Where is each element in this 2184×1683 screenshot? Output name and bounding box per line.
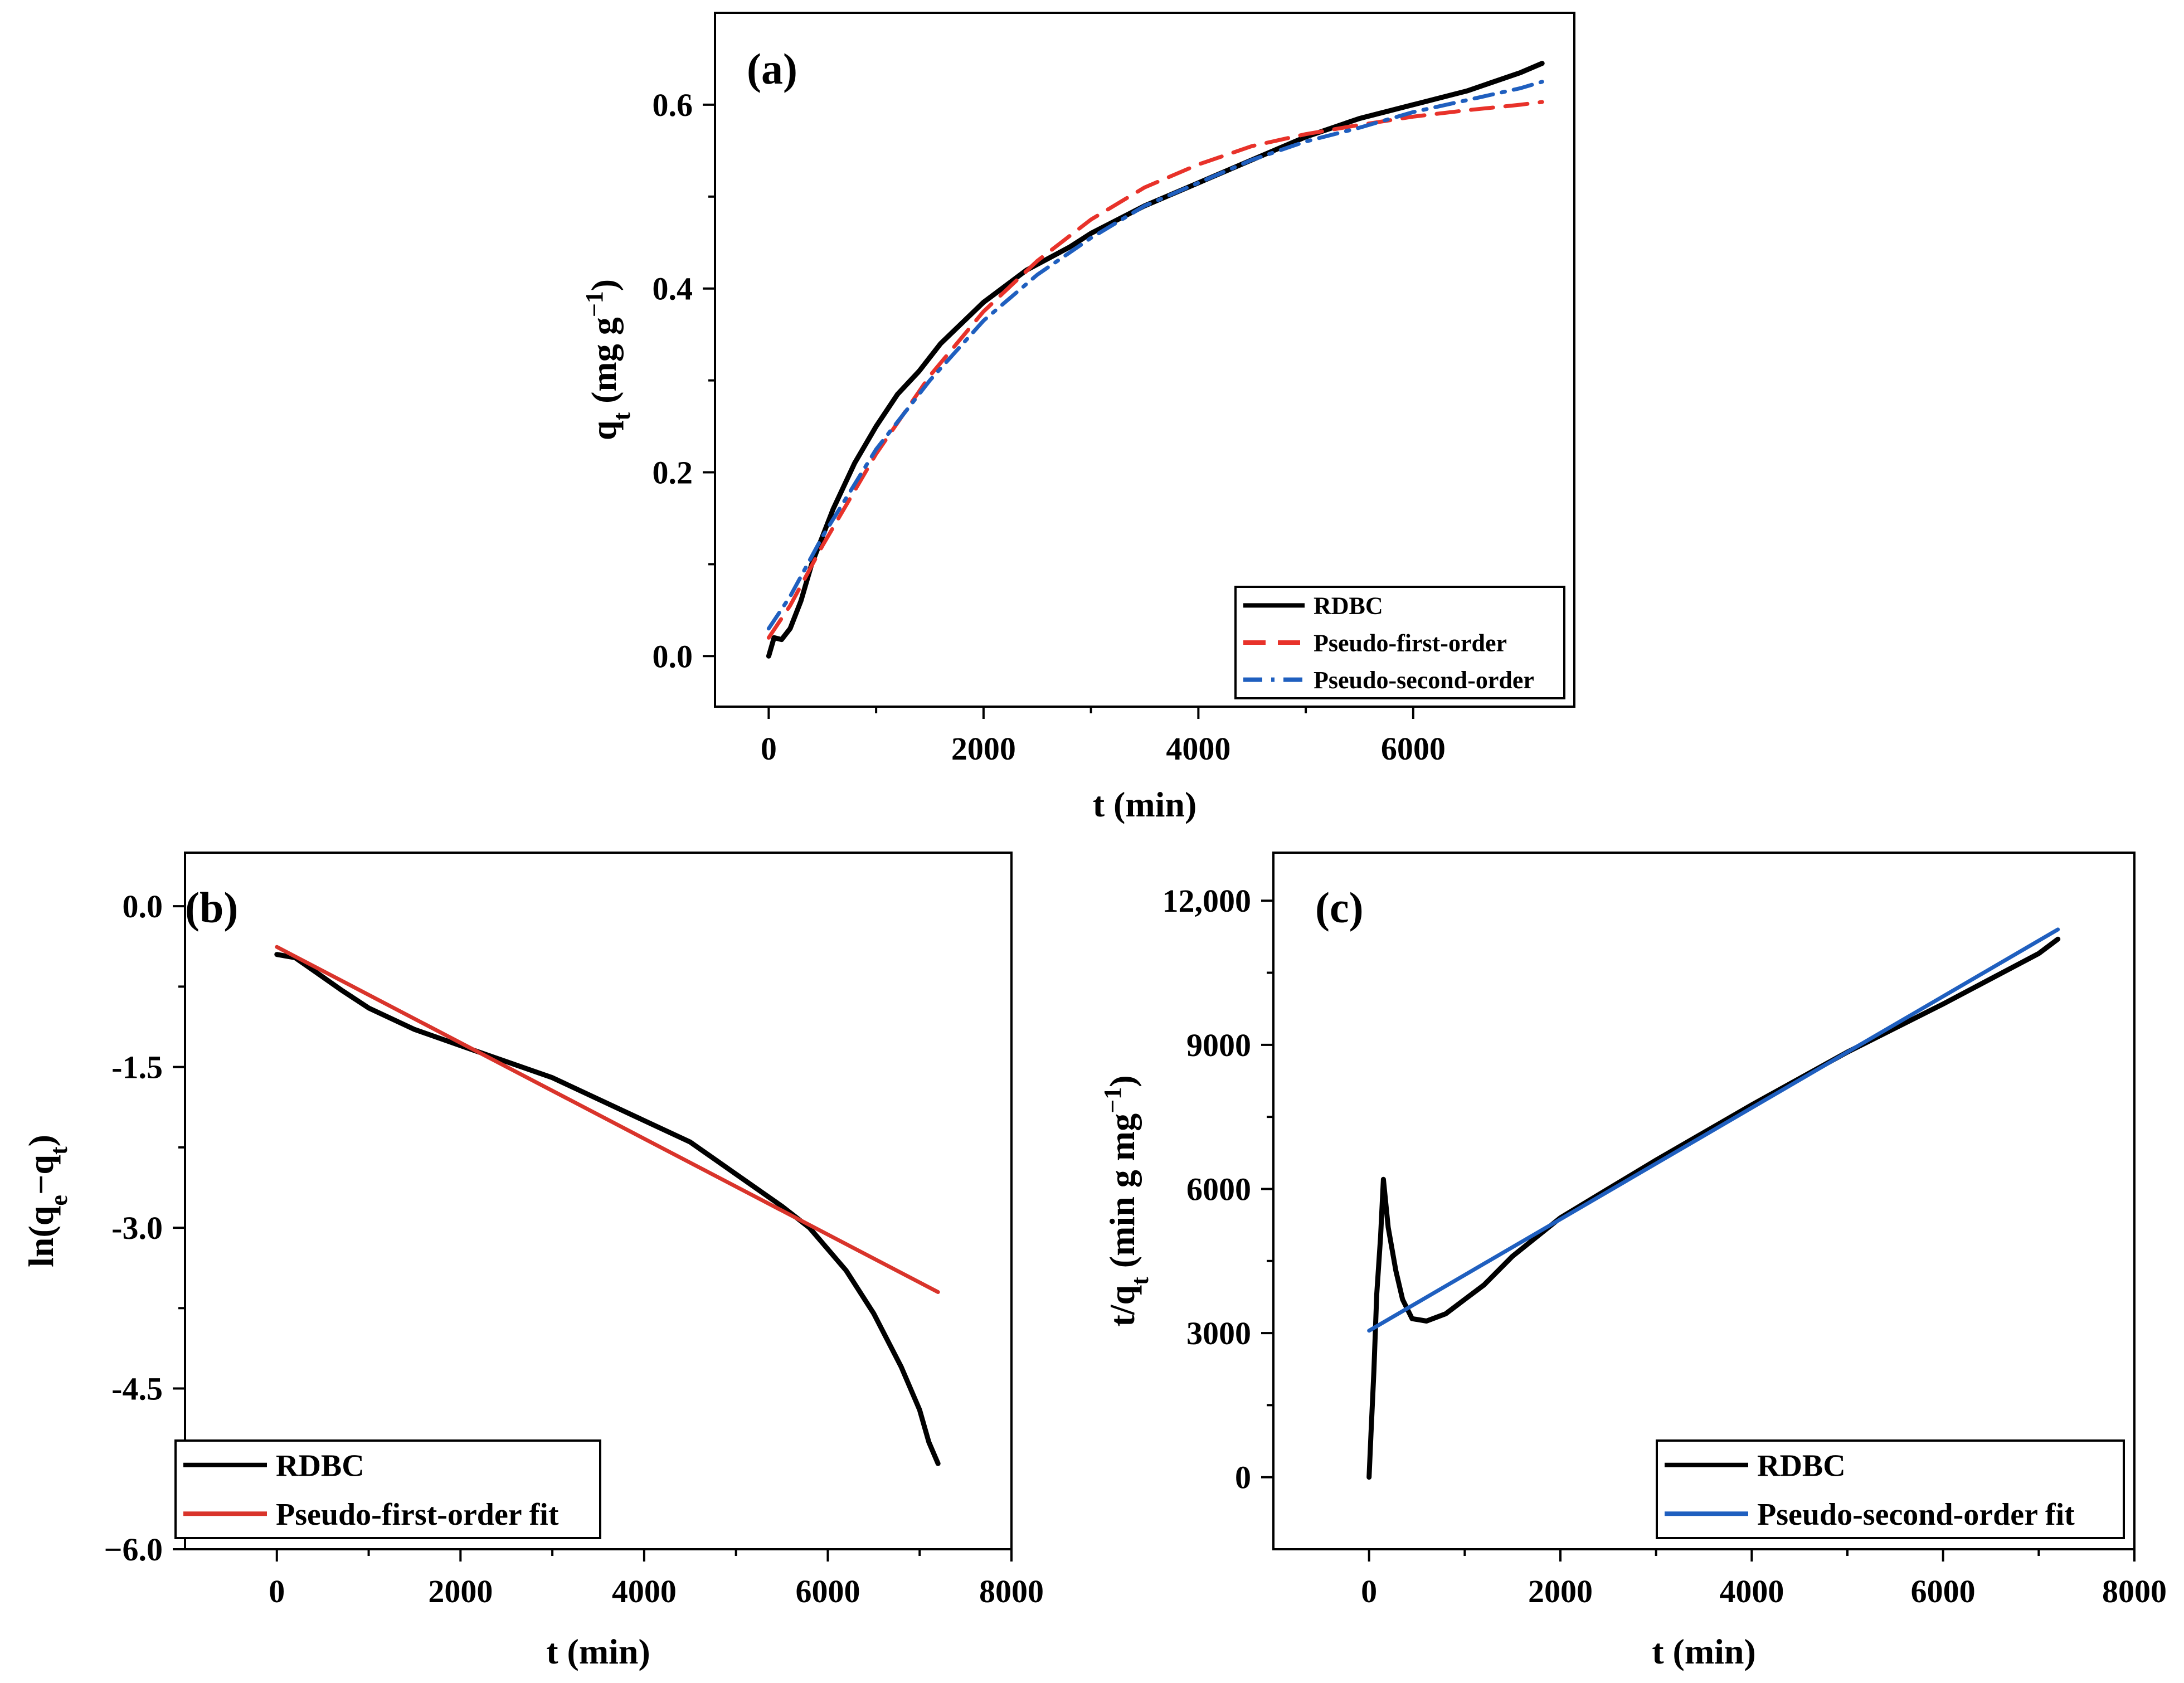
x-tick-label: 6000 — [1381, 731, 1446, 767]
plot-frame — [1272, 852, 2136, 1550]
legend-label: RDBC — [276, 1448, 364, 1483]
x-axis-title: t (min) — [546, 1632, 650, 1671]
y-tick-label: 3000 — [1186, 1315, 1251, 1351]
y-axis-title: ln(qe−qt) — [21, 1135, 72, 1267]
series-line — [766, 100, 1544, 640]
legend: RDBC Pseudo-first-order fit — [174, 1439, 601, 1539]
y-tick-label: 9000 — [1186, 1027, 1251, 1063]
y-tick-label: 6000 — [1186, 1171, 1251, 1207]
y-tick-label: 0.0 — [653, 638, 693, 674]
legend: RDBC Pseudo-second-order fit — [1656, 1439, 2125, 1539]
x-tick-label: 0 — [761, 731, 777, 767]
series-line — [275, 945, 940, 1294]
legend-label: RDBC — [1757, 1448, 1846, 1483]
x-tick-label: 2000 — [951, 731, 1016, 767]
y-title-part: ln(q — [21, 1206, 61, 1267]
panel-label: (a) — [747, 45, 797, 93]
y-axis-title: qt (mg g−1) — [581, 279, 635, 440]
y-tick-label: 0.4 — [653, 271, 693, 307]
legend-label: Pseudo-second-order fit — [1757, 1497, 2075, 1532]
legend-label: Pseudo-first-order fit — [276, 1497, 559, 1532]
x-tick-label: 6000 — [795, 1573, 860, 1609]
y-tick-label: -4.5 — [111, 1371, 163, 1407]
y-title-part: q — [584, 421, 624, 441]
y-title-part: ) — [21, 1135, 61, 1146]
plot-frame — [714, 12, 1575, 708]
y-title-part: ) — [1102, 1075, 1142, 1087]
series-line — [1366, 936, 2061, 1480]
y-title-part: t/q — [1102, 1285, 1142, 1327]
legend: RDBC Pseudo-first-order Pseudo-second-orde… — [1234, 586, 1565, 699]
series-line — [1367, 927, 2060, 1333]
plot-frame — [184, 852, 1013, 1550]
legend-box — [174, 1439, 601, 1539]
y-title-subscript: t — [1126, 1277, 1154, 1285]
y-title-subscript: t — [45, 1146, 72, 1155]
x-tick-label: 8000 — [979, 1573, 1044, 1609]
y-title-part: ) — [584, 279, 624, 291]
y-tick-label: 12,000 — [1162, 883, 1252, 919]
panel-label: (c) — [1315, 883, 1364, 932]
y-tick-label: 0 — [1235, 1460, 1251, 1496]
panel-a: 0 2000 4000 6000 0.0 0.2 0.4 0.6 (a) t (min) qt (m… — [581, 12, 1575, 824]
x-tick-label: 2000 — [1528, 1573, 1593, 1609]
y-title-superscript: −1 — [581, 291, 608, 317]
x-tick-label: 4000 — [612, 1573, 677, 1609]
y-title-superscript: −1 — [1099, 1087, 1126, 1113]
x-axis-title: t (min) — [1652, 1632, 1756, 1671]
y-tick-label: -1.5 — [111, 1049, 163, 1086]
y-tick-label: 0.2 — [653, 455, 693, 491]
x-tick-label: 8000 — [2102, 1573, 2167, 1609]
y-tick-label: −6.0 — [104, 1531, 163, 1568]
y-title-subscript: e — [45, 1195, 72, 1206]
y-tick-label: -3.0 — [111, 1210, 163, 1246]
panel-c: 0 2000 4000 6000 8000 0 3000 6000 9000 12,000 (c) t… — [1099, 852, 2167, 1671]
x-axis-title: t (min) — [1093, 785, 1197, 824]
y-axis-title: t/qt (min g mg−1) — [1099, 1075, 1154, 1326]
legend-label: Pseudo-second-order — [1314, 667, 1534, 694]
y-tick-label: 0.0 — [123, 888, 163, 925]
legend-label: Pseudo-first-order — [1314, 629, 1507, 656]
series-line — [274, 952, 941, 1466]
panel-b: 0 2000 4000 6000 8000 0.0 -1.5 -3.0 -4.5 −6.0 (b) t… — [21, 852, 1044, 1671]
x-tick-label: 2000 — [428, 1573, 493, 1609]
panel-label: (b) — [185, 883, 238, 932]
series-line — [766, 80, 1544, 631]
x-tick-label: 0 — [1361, 1573, 1377, 1609]
x-tick-label: 0 — [269, 1573, 285, 1609]
legend-box — [1656, 1439, 2125, 1539]
y-tick-label: 0.6 — [653, 87, 693, 123]
x-tick-label: 6000 — [1911, 1573, 1976, 1609]
x-tick-label: 4000 — [1719, 1573, 1784, 1609]
x-tick-label: 4000 — [1166, 731, 1230, 767]
y-title-part: (mg g — [584, 317, 624, 412]
series-line — [766, 61, 1545, 659]
legend-label: RDBC — [1314, 592, 1383, 620]
y-title-subscript: t — [608, 412, 635, 421]
y-title-part: −q — [21, 1155, 61, 1195]
y-title-part: (min g mg — [1102, 1113, 1142, 1277]
